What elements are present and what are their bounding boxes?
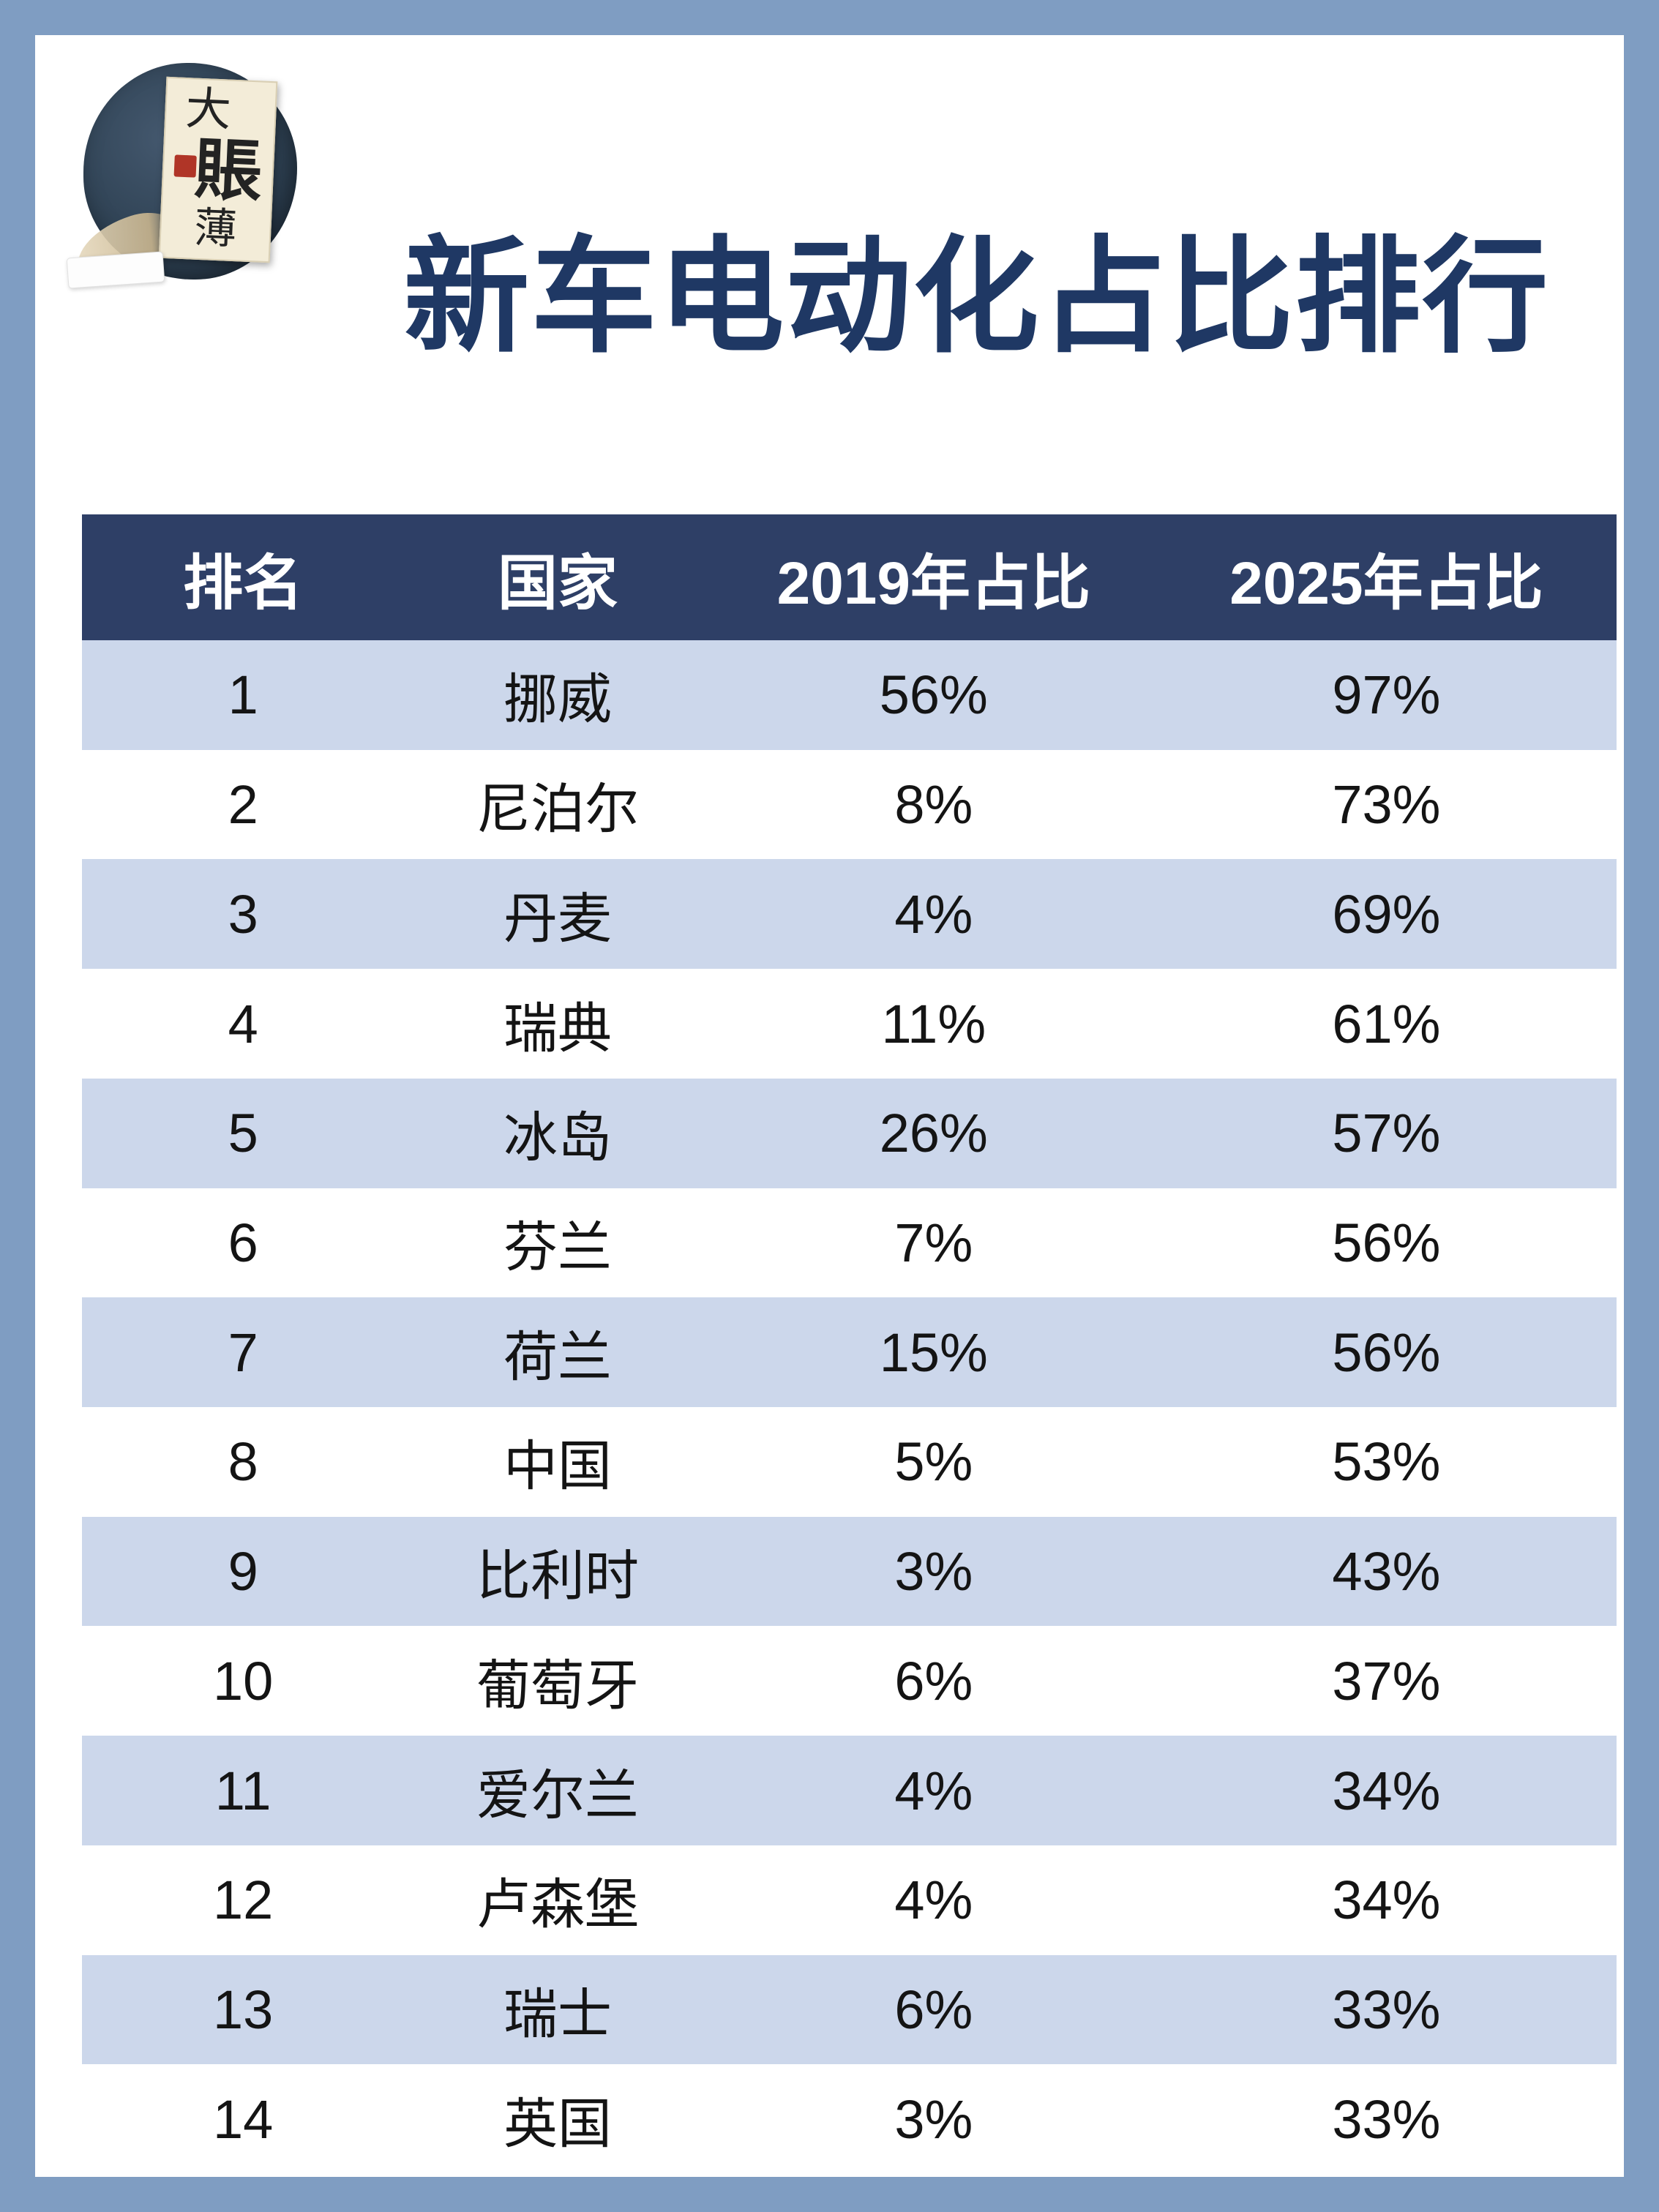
header-2025-share: 2025年占比 — [1229, 550, 1543, 617]
table-row: 13 瑞士 6% 33% — [82, 1954, 1617, 2065]
country-cell: 葡萄牙 — [476, 1654, 640, 1716]
country-cell: 英国 — [503, 2093, 613, 2154]
pct-2019-cell: 3% — [894, 2088, 973, 2150]
table-row: 5 冰岛 26% 57% — [82, 1078, 1617, 1188]
header-area: 大 賬 薄 新车电动化占比排行 — [35, 35, 1624, 514]
table-row: 2 尼泊尔 8% 73% — [82, 749, 1617, 860]
table-body: 1 挪威 56% 97% 2 尼泊尔 8% 73% 3 丹麦 4% 69% 4 … — [82, 640, 1617, 2175]
country-cell: 爱尔兰 — [476, 1764, 640, 1826]
pct-2025-cell: 37% — [1332, 1650, 1441, 1712]
brand-logo: 大 賬 薄 — [66, 63, 303, 290]
header-rank: 排名 — [183, 550, 304, 617]
rank-cell: 8 — [228, 1431, 258, 1493]
page-title: 新车电动化占比排行 — [403, 227, 1550, 367]
table-row: 11 爱尔兰 4% 34% — [82, 1736, 1617, 1845]
pct-2025-cell: 53% — [1332, 1431, 1441, 1493]
logo-char: 賬 — [192, 132, 264, 210]
country-cell: 尼泊尔 — [476, 779, 640, 840]
header-country: 国家 — [498, 550, 618, 617]
pct-2025-cell: 56% — [1332, 1212, 1441, 1273]
country-cell: 瑞典 — [503, 997, 613, 1059]
table-row: 14 英国 3% 33% — [82, 2064, 1617, 2175]
pct-2019-cell: 7% — [894, 1212, 973, 1273]
rank-cell: 14 — [213, 2088, 274, 2150]
country-cell: 卢森堡 — [476, 1874, 640, 1935]
rank-cell: 13 — [213, 1979, 274, 2040]
pct-2019-cell: 3% — [894, 1541, 973, 1602]
pct-2025-cell: 61% — [1332, 993, 1441, 1054]
country-cell: 中国 — [503, 1436, 613, 1497]
pct-2025-cell: 69% — [1332, 883, 1441, 945]
pct-2019-cell: 6% — [894, 1979, 973, 2040]
pct-2019-cell: 56% — [879, 664, 988, 726]
country-cell: 冰岛 — [503, 1107, 613, 1169]
rank-cell: 7 — [228, 1321, 258, 1383]
pct-2019-cell: 26% — [879, 1103, 988, 1164]
country-cell: 瑞士 — [503, 1983, 613, 2044]
pct-2025-cell: 33% — [1332, 1979, 1441, 2040]
rank-cell: 3 — [228, 883, 258, 945]
table-row: 3 丹麦 4% 69% — [82, 859, 1617, 970]
country-cell: 芬兰 — [503, 1216, 613, 1278]
pct-2019-cell: 5% — [894, 1431, 973, 1493]
red-seal-icon — [173, 154, 197, 178]
pct-2019-cell: 4% — [894, 1760, 973, 1821]
table-row: 12 卢森堡 4% 34% — [82, 1845, 1617, 1955]
country-cell: 挪威 — [503, 669, 613, 730]
paper-scrap — [66, 251, 165, 289]
rank-cell: 6 — [228, 1212, 258, 1273]
rank-cell: 1 — [228, 664, 258, 726]
table-row: 4 瑞典 11% 61% — [82, 969, 1617, 1079]
table-row: 8 中国 5% 53% — [82, 1407, 1617, 1517]
table-row: 10 葡萄牙 6% 37% — [82, 1626, 1617, 1736]
pct-2025-cell: 43% — [1332, 1541, 1441, 1602]
rank-cell: 10 — [213, 1650, 274, 1712]
pct-2019-cell: 4% — [894, 883, 973, 945]
table-row: 1 挪威 56% 97% — [82, 640, 1617, 750]
pct-2025-cell: 56% — [1332, 1321, 1441, 1383]
country-cell: 比利时 — [476, 1545, 640, 1607]
rank-cell: 5 — [228, 1103, 258, 1164]
country-cell: 荷兰 — [503, 1326, 613, 1387]
rank-cell: 9 — [228, 1541, 258, 1602]
country-cell: 丹麦 — [503, 888, 613, 949]
table-row: 7 荷兰 15% 56% — [82, 1297, 1617, 1408]
pct-2019-cell: 4% — [894, 1870, 973, 1931]
pct-2025-cell: 57% — [1332, 1103, 1441, 1164]
pct-2019-cell: 8% — [894, 774, 973, 836]
logo-char: 大 — [184, 84, 233, 136]
pct-2025-cell: 97% — [1332, 664, 1441, 726]
rank-cell: 12 — [213, 1870, 274, 1931]
pct-2019-cell: 6% — [894, 1650, 973, 1712]
header-2019-share: 2019年占比 — [776, 550, 1091, 617]
pct-2025-cell: 34% — [1332, 1760, 1441, 1821]
logo-char: 薄 — [193, 203, 238, 254]
table-header-row: 排名 国家 2019年占比 2025年占比 — [82, 514, 1617, 640]
pct-2019-cell: 11% — [881, 993, 986, 1054]
table-row: 6 芬兰 7% 56% — [82, 1188, 1617, 1298]
pct-2025-cell: 73% — [1332, 774, 1441, 836]
ranking-table: 排名 国家 2019年占比 2025年占比 1 挪威 56% 97% 2 尼泊尔… — [82, 514, 1617, 2175]
table-row: 9 比利时 3% 43% — [82, 1516, 1617, 1627]
logo-paper-note: 大 賬 薄 — [158, 76, 278, 263]
rank-cell: 2 — [228, 774, 258, 836]
rank-cell: 4 — [228, 993, 258, 1054]
pct-2025-cell: 33% — [1332, 2088, 1441, 2150]
rank-cell: 11 — [214, 1760, 271, 1821]
pct-2025-cell: 34% — [1332, 1870, 1441, 1931]
pct-2019-cell: 15% — [879, 1321, 988, 1383]
